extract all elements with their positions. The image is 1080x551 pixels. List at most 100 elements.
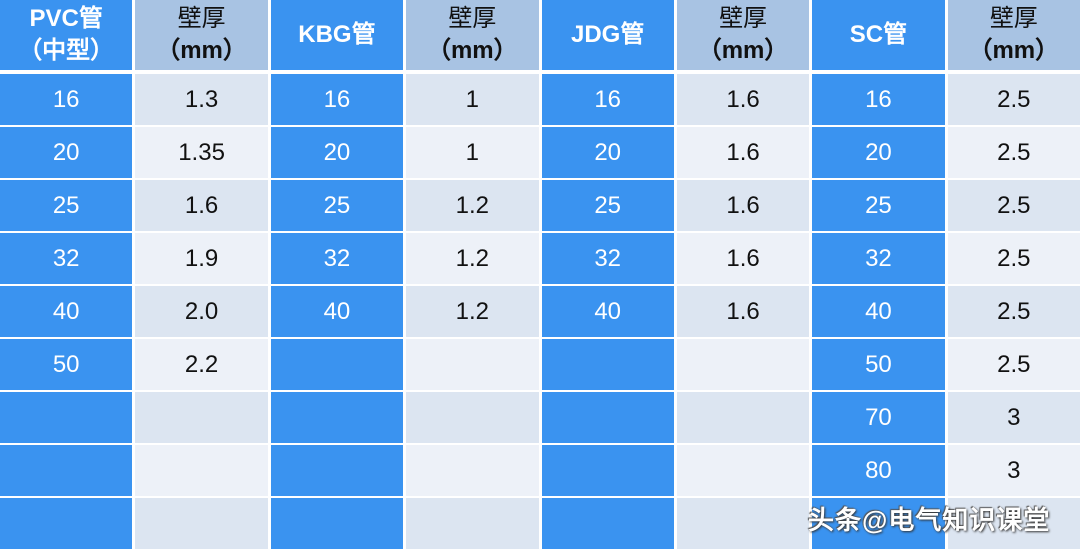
wall-thickness-cell: 1.6 bbox=[135, 180, 268, 233]
pipe-size-cell: 16 bbox=[541, 74, 674, 127]
pipe-size-cell: 20 bbox=[812, 127, 945, 180]
wall-thickness-cell: 1.6 bbox=[676, 74, 810, 127]
pipe-size-cell: 16 bbox=[812, 74, 945, 127]
pipe-size-cell: 40 bbox=[0, 286, 133, 339]
wall-thickness-cell: 2.5 bbox=[947, 127, 1080, 180]
header-label: PVC管 bbox=[29, 5, 103, 32]
pipe-size-cell bbox=[270, 498, 404, 551]
wall-thickness-cell bbox=[676, 392, 810, 445]
pipe-size-cell: 32 bbox=[541, 233, 674, 286]
pipe-size-cell: 20 bbox=[541, 127, 674, 180]
header-unit: （mm） bbox=[156, 37, 247, 64]
pipe-size-cell: 50 bbox=[0, 339, 133, 392]
wall-thickness-cell bbox=[676, 339, 810, 392]
header-label: KBG管 bbox=[298, 21, 376, 48]
header-label: 壁厚 bbox=[448, 5, 497, 32]
header-label: 壁厚 bbox=[989, 5, 1038, 32]
pipe-size-cell: 80 bbox=[812, 445, 945, 498]
column-header: KBG管 bbox=[270, 0, 404, 74]
pipe-size-cell bbox=[270, 392, 404, 445]
pipe-size-cell bbox=[0, 498, 133, 551]
wall-thickness-cell bbox=[135, 445, 268, 498]
wall-thickness-cell: 2.5 bbox=[947, 339, 1080, 392]
wall-thickness-cell: 1.6 bbox=[676, 127, 810, 180]
header-unit: （mm） bbox=[968, 37, 1060, 64]
wall-thickness-cell: 2.0 bbox=[135, 286, 268, 339]
table-row: 40 2.0 40 1.2 40 1.6 40 2.5 bbox=[0, 286, 1080, 339]
pipe-size-cell: 20 bbox=[270, 127, 404, 180]
wall-thickness-cell bbox=[676, 445, 810, 498]
table-row: 20 1.35 20 1 20 1.6 20 2.5 bbox=[0, 127, 1080, 180]
header-label: SC管 bbox=[849, 21, 908, 48]
wall-thickness-cell: 1.2 bbox=[406, 233, 539, 286]
table-row: 70 3 bbox=[0, 392, 1080, 445]
column-header: 壁厚 （mm） bbox=[406, 0, 539, 74]
pipe-size-cell bbox=[541, 498, 674, 551]
pipe-size-cell: 32 bbox=[270, 233, 404, 286]
header-label: JDG管 bbox=[571, 21, 645, 48]
pipe-size-cell bbox=[541, 445, 674, 498]
wall-thickness-cell: 2.5 bbox=[947, 233, 1080, 286]
wall-thickness-cell bbox=[406, 339, 539, 392]
pipe-size-cell: 16 bbox=[270, 74, 404, 127]
header-unit: （mm） bbox=[697, 37, 789, 64]
wall-thickness-cell: 1.6 bbox=[676, 286, 810, 339]
pipe-size-cell: 32 bbox=[812, 233, 945, 286]
wall-thickness-cell: 1.9 bbox=[135, 233, 268, 286]
pipe-size-cell bbox=[0, 392, 133, 445]
pipe-size-cell: 25 bbox=[0, 180, 133, 233]
pipe-size-cell: 70 bbox=[812, 392, 945, 445]
header-label: 壁厚 bbox=[719, 5, 768, 32]
wall-thickness-cell: 1.2 bbox=[406, 286, 539, 339]
table-row: 32 1.9 32 1.2 32 1.6 32 2.5 bbox=[0, 233, 1080, 286]
wall-thickness-cell bbox=[406, 392, 539, 445]
pipe-size-cell: 40 bbox=[812, 286, 945, 339]
pipe-size-cell: 40 bbox=[541, 286, 674, 339]
pipe-size-cell: 25 bbox=[812, 180, 945, 233]
column-header: JDG管 bbox=[541, 0, 674, 74]
header-label: 壁厚 bbox=[177, 5, 226, 32]
column-header: 壁厚 （mm） bbox=[676, 0, 810, 74]
wall-thickness-cell: 1.6 bbox=[676, 233, 810, 286]
pipe-size-cell: 50 bbox=[812, 339, 945, 392]
column-header: 壁厚 （mm） bbox=[947, 0, 1080, 74]
table-row: 25 1.6 25 1.2 25 1.6 25 2.5 bbox=[0, 180, 1080, 233]
table-row bbox=[0, 498, 1080, 551]
pipe-size-cell: 40 bbox=[270, 286, 404, 339]
pipe-size-cell bbox=[270, 339, 404, 392]
watermark: 头条@电气知识课堂 bbox=[808, 505, 1051, 535]
wall-thickness-cell: 2.5 bbox=[947, 286, 1080, 339]
column-header: PVC管 （中型） bbox=[0, 0, 133, 74]
pipe-size-cell: 32 bbox=[0, 233, 133, 286]
table-row: 16 1.3 16 1 16 1.6 16 2.5 bbox=[0, 74, 1080, 127]
wall-thickness-cell: 1.2 bbox=[406, 180, 539, 233]
wall-thickness-cell: 2.2 bbox=[135, 339, 268, 392]
wall-thickness-cell bbox=[406, 445, 539, 498]
wall-thickness-cell bbox=[406, 498, 539, 551]
wall-thickness-cell bbox=[135, 392, 268, 445]
pipe-size-cell: 25 bbox=[541, 180, 674, 233]
wall-thickness-cell: 3 bbox=[947, 392, 1080, 445]
wall-thickness-cell: 1 bbox=[406, 74, 539, 127]
wall-thickness-cell bbox=[135, 498, 268, 551]
wall-thickness-cell: 1.3 bbox=[135, 74, 268, 127]
table-row: 50 2.2 50 2.5 bbox=[0, 339, 1080, 392]
header-unit: （中型） bbox=[18, 37, 115, 64]
table-row: 80 3 bbox=[0, 445, 1080, 498]
pipe-size-cell bbox=[541, 339, 674, 392]
pipe-size-cell: 25 bbox=[270, 180, 404, 233]
pipe-size-cell bbox=[0, 445, 133, 498]
pipe-size-cell bbox=[541, 392, 674, 445]
wall-thickness-cell: 3 bbox=[947, 445, 1080, 498]
wall-thickness-cell: 1.35 bbox=[135, 127, 268, 180]
pipe-size-cell: 20 bbox=[0, 127, 133, 180]
wall-thickness-cell: 2.5 bbox=[947, 180, 1080, 233]
column-header: SC管 bbox=[812, 0, 945, 74]
column-header: 壁厚 （mm） bbox=[135, 0, 268, 74]
wall-thickness-cell: 1.6 bbox=[676, 180, 810, 233]
wall-thickness-cell: 2.5 bbox=[947, 74, 1080, 127]
header-unit: （mm） bbox=[426, 37, 518, 64]
pipe-size-cell bbox=[270, 445, 404, 498]
pipe-size-cell: 16 bbox=[0, 74, 133, 127]
